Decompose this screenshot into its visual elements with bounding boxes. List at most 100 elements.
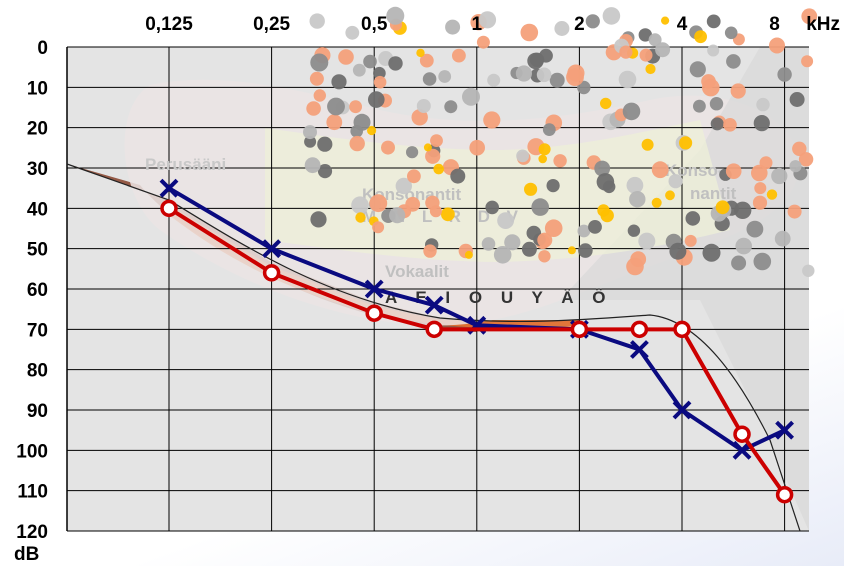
label-consonants-right-2: nantit	[690, 184, 737, 203]
point-cross	[364, 279, 384, 299]
series-line	[167, 186, 786, 453]
dot	[386, 6, 405, 25]
point-cross	[159, 178, 179, 198]
dot	[445, 19, 461, 35]
dot	[645, 63, 656, 75]
dot	[411, 109, 428, 126]
dot	[735, 237, 752, 255]
dot	[331, 74, 347, 90]
point-cross	[775, 420, 795, 440]
dot	[483, 111, 501, 129]
dot	[504, 234, 521, 251]
label-fundamental: Perusääni	[145, 155, 226, 174]
dot	[752, 195, 768, 210]
y-tick-label: 0	[37, 38, 48, 59]
point-circle	[262, 264, 281, 282]
dot	[769, 37, 785, 54]
point-cross	[424, 295, 444, 315]
dot	[531, 198, 549, 216]
dot	[679, 136, 693, 150]
dot	[554, 21, 570, 36]
dot	[619, 45, 633, 59]
dot	[707, 44, 720, 57]
dot	[546, 179, 560, 193]
dot	[338, 49, 354, 65]
dot	[602, 7, 621, 25]
x-axis-ticks: 0,125 0,25 0,5 1 2 4 8	[145, 14, 780, 35]
dot	[395, 177, 412, 195]
dot	[588, 220, 602, 234]
dot	[309, 71, 324, 86]
dot	[469, 139, 486, 156]
dot	[734, 201, 752, 219]
y-tick-label: 10	[27, 78, 48, 99]
dot	[444, 100, 458, 114]
dot	[702, 78, 720, 97]
y-tick-label: 90	[27, 401, 48, 422]
dot	[684, 234, 697, 247]
point-circle	[775, 485, 794, 504]
x-tick-label: 0,125	[145, 14, 193, 35]
dot	[777, 67, 792, 82]
y-axis-unit: dB	[14, 544, 39, 565]
dot	[373, 75, 387, 89]
dot	[578, 243, 593, 258]
dot	[389, 207, 406, 224]
dot	[689, 61, 706, 78]
dot	[702, 243, 721, 262]
dot	[725, 163, 742, 179]
dot	[651, 161, 669, 179]
dot	[485, 200, 500, 215]
dot	[655, 42, 671, 58]
dot	[596, 173, 615, 191]
dot	[538, 143, 551, 156]
dot	[577, 224, 591, 238]
dot	[724, 26, 738, 40]
dot	[317, 164, 333, 179]
y-tick-label: 40	[27, 199, 48, 220]
dot	[524, 182, 538, 196]
dot	[801, 8, 818, 25]
dot	[306, 101, 321, 116]
dot	[544, 219, 563, 237]
dot	[425, 148, 441, 164]
dot	[638, 28, 652, 42]
x-tick-label: 4	[677, 14, 688, 35]
dot	[476, 35, 490, 49]
dot	[462, 87, 480, 106]
dot	[709, 97, 724, 111]
dot	[372, 221, 385, 234]
dot	[481, 237, 496, 251]
x-tick-label: 8	[769, 14, 780, 35]
dot	[515, 65, 533, 82]
dot	[622, 102, 641, 121]
x-tick-label: 1	[472, 14, 483, 35]
boundary-line	[66, 163, 801, 532]
dot	[751, 164, 768, 182]
dot	[553, 154, 567, 168]
dot	[351, 196, 369, 214]
point-circle	[365, 304, 383, 322]
dot	[438, 70, 452, 83]
dot	[668, 174, 683, 189]
dot	[536, 67, 552, 83]
y-tick-label: 70	[27, 320, 48, 341]
dot	[423, 244, 437, 258]
dot	[801, 55, 814, 68]
dot	[802, 264, 815, 277]
dot	[585, 14, 600, 29]
dot	[766, 189, 778, 200]
dot	[349, 135, 365, 152]
y-tick-label: 30	[27, 159, 48, 180]
dot	[638, 232, 656, 250]
dot	[521, 241, 537, 257]
dot	[787, 204, 802, 219]
y-axis-ticks: 0 10 20 30 40 50 60 70 80 90 100 110 120	[16, 38, 48, 543]
dot	[754, 182, 767, 195]
dot	[493, 246, 512, 264]
dot	[730, 83, 746, 99]
label-vowels: Vokaalit	[385, 262, 449, 281]
dot	[594, 160, 611, 177]
dot	[665, 190, 675, 201]
